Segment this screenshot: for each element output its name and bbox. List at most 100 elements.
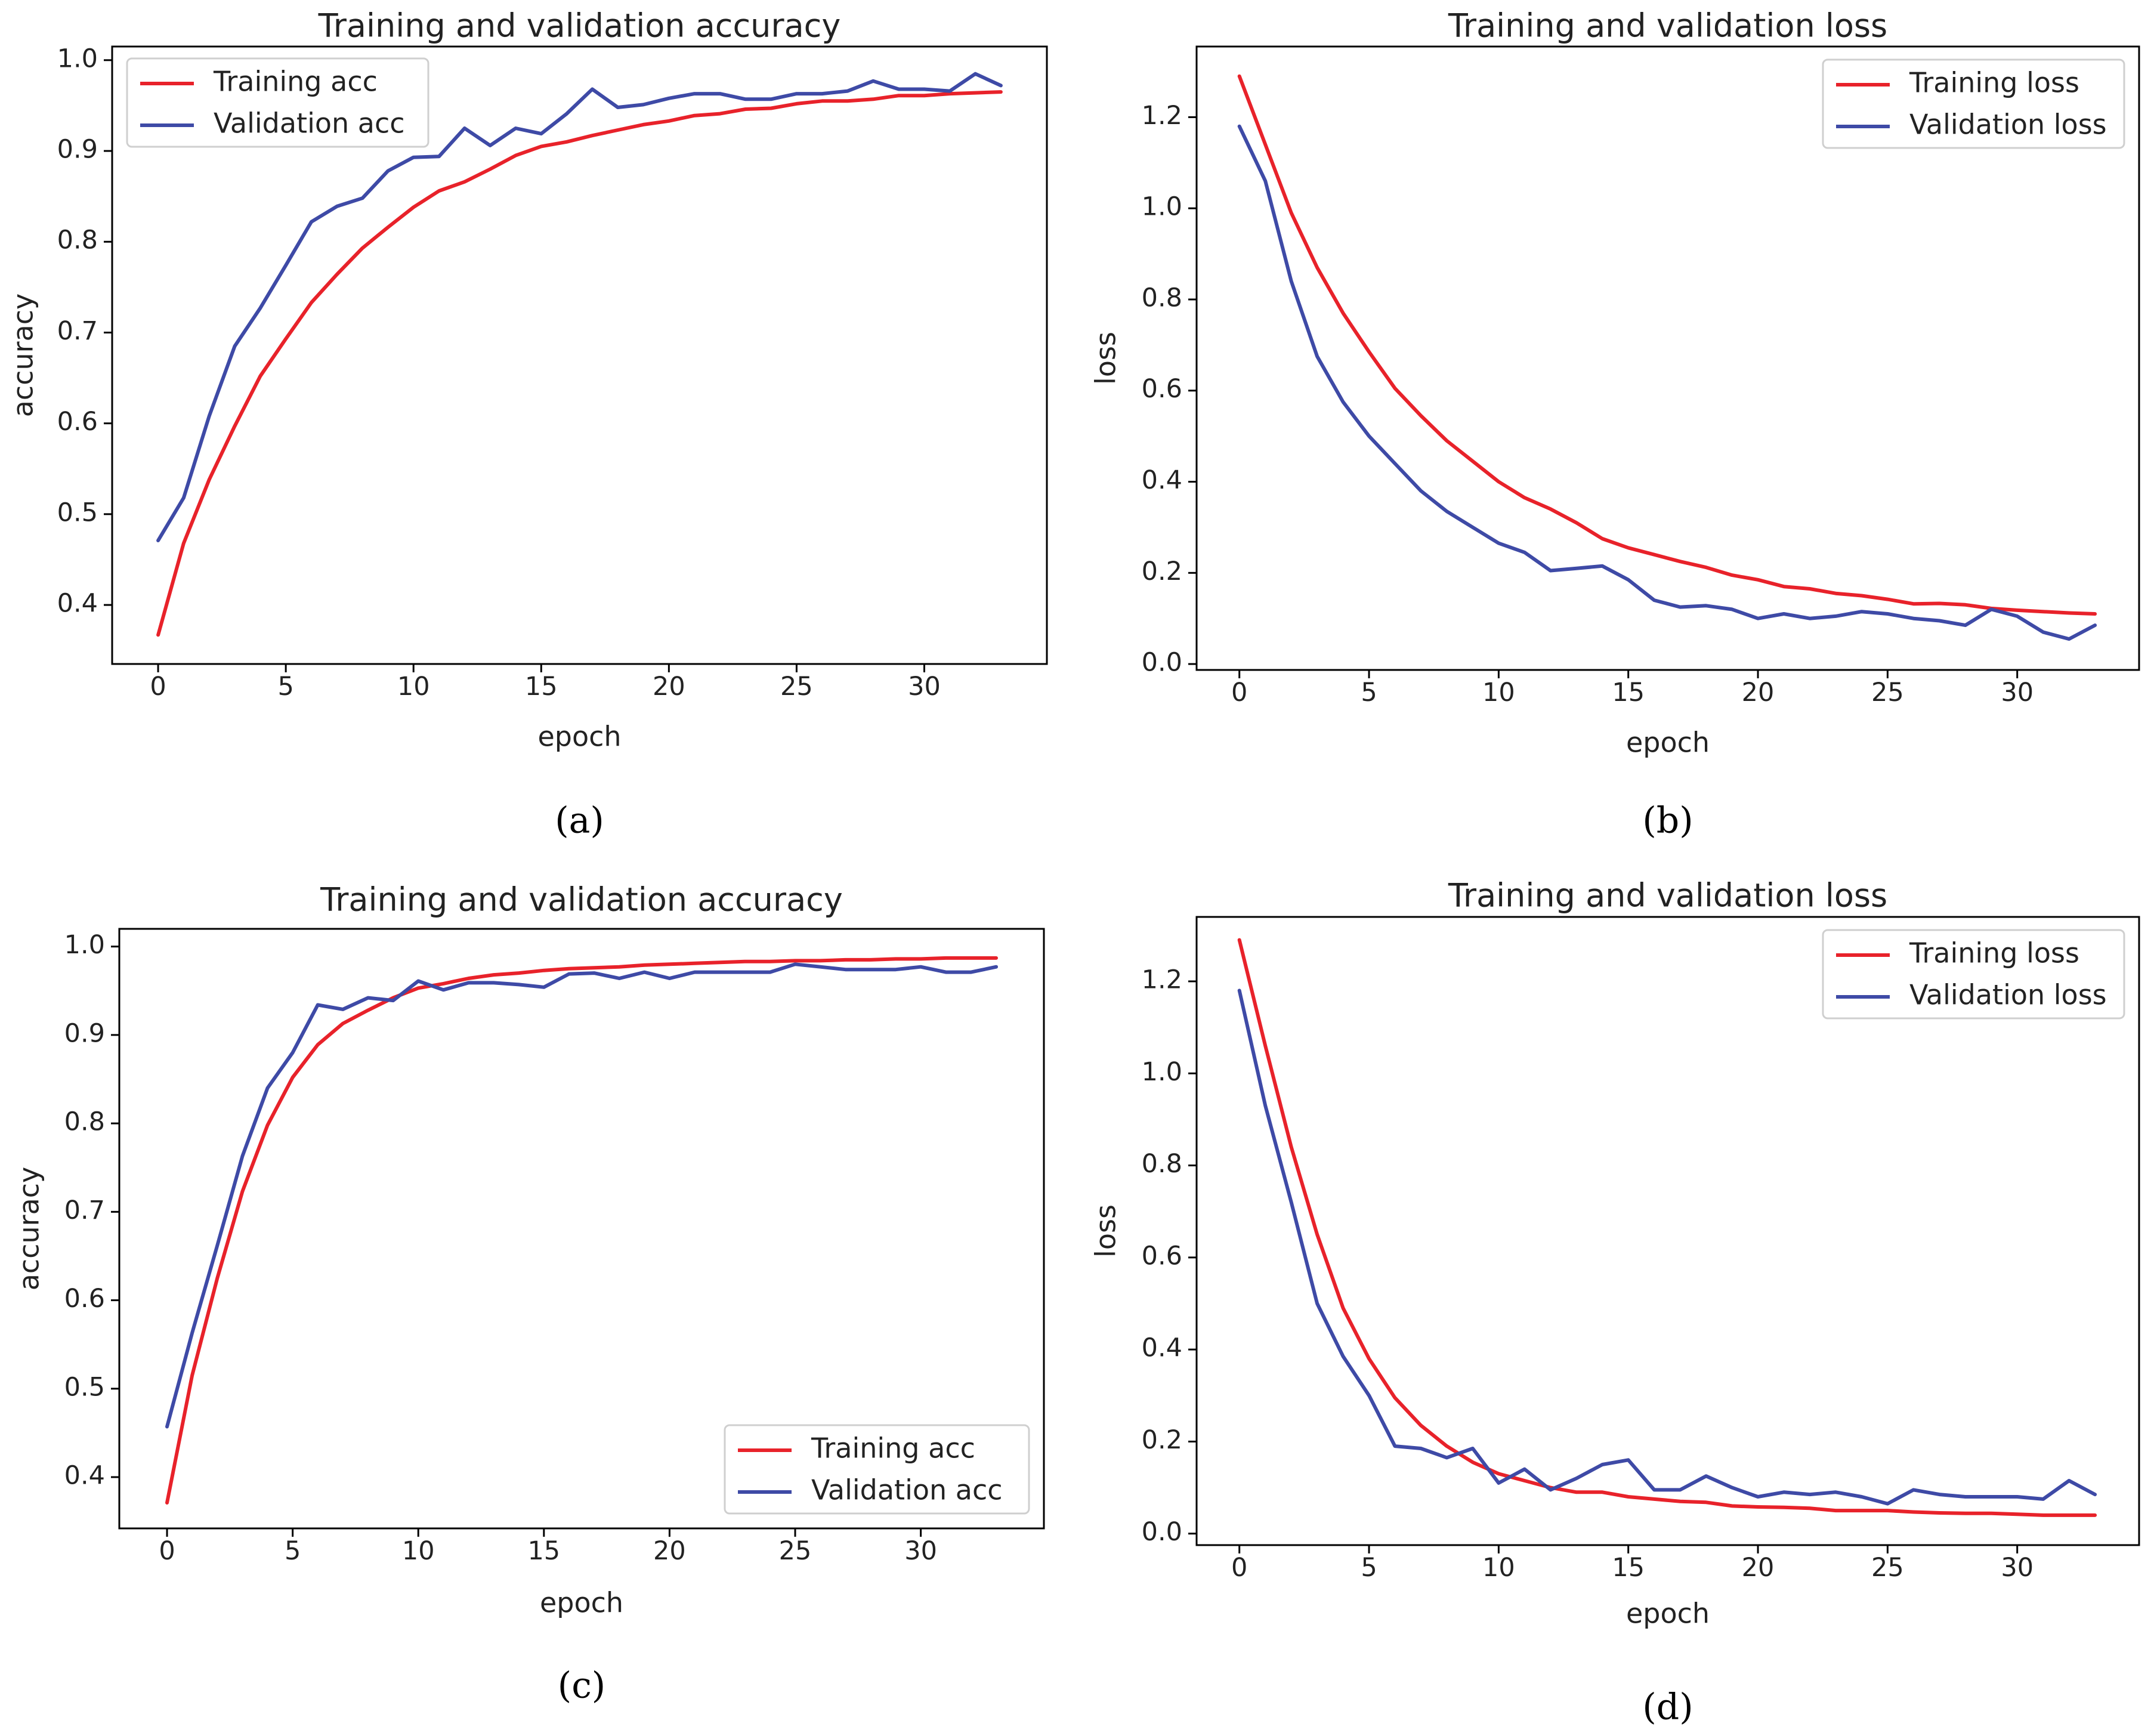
y-tick-label: 0.4 <box>1142 465 1182 495</box>
chart-title: Training and validation accuracy <box>320 881 843 919</box>
y-tick-label: 0.9 <box>64 1018 105 1048</box>
x-tick-label: 15 <box>527 1536 560 1566</box>
y-tick-label: 0.8 <box>1142 1149 1182 1179</box>
chart-panel-a: Training and validation accuracy 0 5 10 15 20… <box>7 7 1048 842</box>
x-axis-label: epoch <box>1626 727 1710 759</box>
plot-frame <box>1195 916 2140 1546</box>
legend-box <box>724 1424 1030 1515</box>
legend-label: Validation acc <box>811 1474 1003 1506</box>
y-tick-label: 0.2 <box>1142 1425 1182 1455</box>
panel-caption: (a) <box>555 800 604 842</box>
y-tick-label: 1.2 <box>1142 101 1182 131</box>
x-tick-label: 5 <box>1361 1553 1377 1583</box>
legend-label: Training loss <box>1909 67 2079 99</box>
x-tick-label: 30 <box>904 1536 937 1566</box>
y-tick-label: 0.7 <box>64 1196 105 1225</box>
y-axis-label: accuracy <box>7 294 39 418</box>
plot-frame <box>1195 45 2140 671</box>
legend-label: Validation acc <box>214 107 405 140</box>
x-tick-label: 0 <box>150 672 166 702</box>
plot-area <box>1237 938 2097 1517</box>
series-line-training <box>1237 938 2097 1517</box>
y-tick-label: 0.4 <box>57 589 98 619</box>
x-tick-label: 15 <box>1612 678 1645 708</box>
y-tick-label: 1.0 <box>1142 192 1182 222</box>
plot-frame <box>118 928 1045 1530</box>
plot-area <box>1237 74 2097 641</box>
x-tick-label: 10 <box>1482 678 1515 708</box>
x-tick-label: 10 <box>1482 1553 1515 1583</box>
x-axis-label: epoch <box>1626 1598 1710 1630</box>
x-tick-label: 5 <box>285 1536 301 1566</box>
x-tick-label: 20 <box>1742 1553 1775 1583</box>
series-line-training <box>1237 74 2097 616</box>
legend-label: Validation loss <box>1909 109 2107 141</box>
panel-caption: (b) <box>1642 800 1693 842</box>
x-tick-label: 25 <box>780 672 813 702</box>
y-tick-label: 0.7 <box>57 316 98 346</box>
legend-box <box>126 57 429 148</box>
plot-frame <box>111 45 1048 665</box>
y-tick-label: 0.6 <box>57 407 98 437</box>
y-tick-label: 0.6 <box>1142 1241 1182 1271</box>
x-tick-label: 15 <box>1612 1553 1645 1583</box>
y-axis-label: loss <box>1090 332 1122 385</box>
y-tick-label: 0.4 <box>1142 1333 1182 1363</box>
panel-caption: (d) <box>1642 1686 1693 1728</box>
x-tick-label: 0 <box>1231 1553 1247 1583</box>
x-tick-label: 10 <box>402 1536 435 1566</box>
plot-area <box>156 72 1003 637</box>
y-tick-label: 0.0 <box>1142 648 1182 678</box>
series-line-validation <box>165 962 998 1429</box>
chart-panel-c: Training and validation accuracy 0 5 10 15 20… <box>13 881 1045 1707</box>
chart-title: Training and validation accuracy <box>318 7 841 45</box>
y-axis-label: loss <box>1090 1204 1122 1258</box>
x-axis-label: epoch <box>537 721 621 753</box>
legend: Training acc Validation acc <box>126 57 429 148</box>
y-tick-label: 0.5 <box>57 498 98 527</box>
series-line-training <box>156 90 1003 637</box>
x-tick-label: 30 <box>908 672 941 702</box>
chart-panel-d: Training and validation loss 0 5 10 15 20 25 30… <box>1090 877 2140 1728</box>
y-tick-label: 0.0 <box>1142 1517 1182 1547</box>
x-axis-label: epoch <box>540 1587 623 1619</box>
x-tick-label: 30 <box>2001 1553 2034 1583</box>
x-tick-label: 20 <box>653 1536 686 1566</box>
x-tick-label: 0 <box>1231 678 1247 708</box>
chart-title: Training and validation loss <box>1448 7 1887 45</box>
panel-caption: (c) <box>558 1665 605 1707</box>
x-tick-label: 20 <box>653 672 685 702</box>
x-tick-label: 30 <box>2001 678 2034 708</box>
x-tick-label: 25 <box>1871 1553 1904 1583</box>
plot-area <box>165 956 998 1505</box>
legend-box <box>1822 58 2125 149</box>
series-line-validation <box>1237 124 2097 641</box>
y-tick-label: 0.8 <box>1142 283 1182 313</box>
legend: Training loss Validation loss <box>1822 58 2125 149</box>
x-tick-label: 15 <box>525 672 558 702</box>
chart-title: Training and validation loss <box>1448 877 1887 915</box>
y-tick-label: 1.0 <box>64 930 105 960</box>
x-tick-label: 25 <box>1871 678 1904 708</box>
x-tick-label: 25 <box>779 1536 812 1566</box>
series-line-validation <box>156 72 1003 542</box>
y-tick-label: 1.0 <box>1142 1057 1182 1087</box>
y-tick-label: 0.2 <box>1142 557 1182 586</box>
series-line-training <box>165 956 998 1505</box>
y-tick-label: 0.4 <box>64 1461 105 1491</box>
y-tick-label: 1.0 <box>57 44 98 73</box>
legend-box <box>1822 929 2125 1020</box>
y-tick-label: 0.8 <box>64 1107 105 1137</box>
chart-panel-b: Training and validation loss 0 5 10 15 20 25 30… <box>1090 7 2140 842</box>
x-tick-label: 5 <box>277 672 293 702</box>
x-tick-label: 5 <box>1361 678 1377 708</box>
y-tick-label: 0.8 <box>57 226 98 255</box>
legend-label: Training acc <box>811 1432 975 1465</box>
x-tick-label: 10 <box>397 672 430 702</box>
y-tick-label: 0.5 <box>64 1372 105 1402</box>
legend-label: Training loss <box>1909 937 2079 969</box>
y-tick-label: 0.9 <box>57 135 98 165</box>
legend: Training loss Validation loss <box>1822 929 2125 1020</box>
y-tick-label: 1.2 <box>1142 965 1182 995</box>
